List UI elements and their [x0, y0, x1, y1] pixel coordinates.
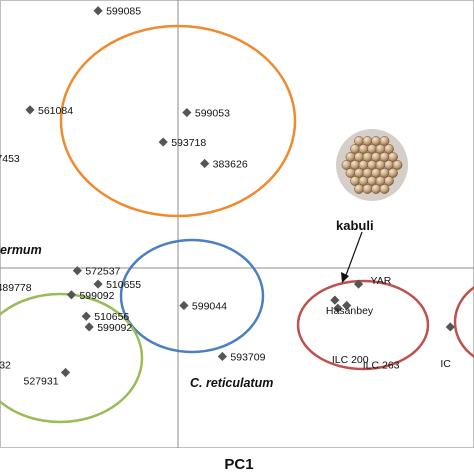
point-label: ILC 200	[332, 354, 369, 366]
point-label: 599092	[79, 290, 114, 302]
point-label: IC	[440, 358, 451, 370]
chickpea-seed	[388, 152, 398, 162]
point-label: 599085	[106, 6, 141, 18]
point-label: 527931	[24, 376, 59, 388]
chickpea-seed	[379, 184, 390, 194]
x-axis-title: PC1	[224, 456, 253, 473]
point-label: 510655	[106, 279, 141, 291]
chickpea-seed	[362, 184, 373, 194]
point-label: 561084	[38, 105, 73, 117]
cluster-ellipse-green	[0, 292, 144, 424]
point-label: 510656	[94, 311, 129, 323]
kabuli-arrowhead	[341, 272, 349, 283]
point-label: 599044	[192, 301, 227, 313]
chickpea-seed	[384, 144, 394, 154]
data-point	[179, 300, 189, 311]
kabuli-arrow	[344, 231, 363, 279]
cluster-ellipse-red-right	[453, 285, 474, 359]
data-point	[353, 279, 364, 289]
chickpea-seed	[392, 160, 403, 170]
point-label: 383626	[213, 158, 248, 170]
data-point	[342, 300, 352, 311]
point-label: 557453	[0, 153, 20, 165]
point-label: Hasanbey	[326, 305, 374, 317]
chickpea-seeds-photo	[336, 129, 408, 201]
point-label: 593709	[230, 351, 265, 363]
points-layer	[25, 6, 455, 378]
chickpea-seed	[354, 184, 364, 194]
point-label: 572537	[85, 266, 120, 278]
data-point	[72, 266, 82, 276]
group-label-reticulatum: C. reticulatum	[190, 376, 273, 390]
point-label: 527932	[0, 359, 11, 371]
data-point	[84, 322, 94, 332]
cluster-ellipse-orange	[59, 24, 297, 218]
point-label: 593718	[171, 137, 206, 149]
point-label: 489778	[0, 282, 32, 294]
data-point	[25, 105, 35, 115]
data-point	[81, 311, 91, 321]
chickpea-seed	[379, 136, 390, 146]
cluster-ellipse-blue	[119, 238, 265, 354]
group-label-ermum: ermum	[0, 243, 42, 257]
point-label: 599092	[97, 322, 132, 334]
data-point	[330, 295, 340, 305]
data-point	[66, 290, 77, 300]
cluster-ellipse-red	[296, 279, 430, 371]
data-point	[93, 279, 103, 289]
data-point	[217, 351, 227, 362]
point-label: YAR	[371, 275, 392, 287]
point-labels-layer: 599085 561084 599053 593718 557453 383626 5725…	[0, 6, 451, 388]
point-label: ILC 263	[363, 360, 400, 372]
chickpea-seed	[345, 168, 356, 178]
chickpea-seed	[384, 176, 394, 186]
data-point	[333, 303, 343, 313]
data-point	[93, 6, 103, 16]
data-point	[158, 137, 168, 147]
point-label: 599053	[195, 108, 230, 120]
data-point	[182, 107, 192, 118]
chickpea-seed	[371, 184, 381, 194]
chickpea-seed	[388, 168, 398, 178]
kabuli-annotation: kabuli	[336, 218, 374, 233]
data-point	[445, 322, 455, 332]
data-point	[60, 367, 71, 378]
data-point	[200, 158, 210, 169]
